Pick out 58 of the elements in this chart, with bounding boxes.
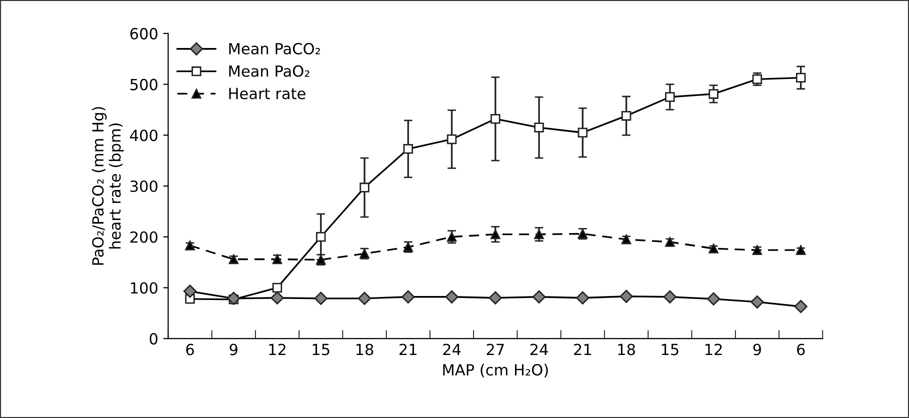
legend-label: Mean PaCO₂ xyxy=(229,42,320,54)
point xyxy=(490,229,500,240)
point xyxy=(316,232,326,242)
x-axis-title: MAP (cm H₂O) xyxy=(443,364,548,378)
point xyxy=(314,292,328,305)
x-tick-label: 15 xyxy=(312,344,330,356)
point xyxy=(227,292,240,305)
point xyxy=(621,110,632,121)
point xyxy=(446,134,457,144)
point xyxy=(665,92,675,102)
x-tick-label: 9 xyxy=(753,344,761,356)
point xyxy=(534,229,544,240)
x-tick-label: 18 xyxy=(356,344,374,356)
point xyxy=(490,114,500,124)
legend-label: Mean PaO₂ xyxy=(229,65,310,77)
point xyxy=(445,290,458,304)
point xyxy=(183,284,197,298)
point xyxy=(358,292,372,305)
x-tick-label: 6 xyxy=(797,344,805,356)
point xyxy=(708,89,718,99)
point xyxy=(360,182,370,192)
x-tick-label: 18 xyxy=(618,344,635,356)
y-axis-title: PaO₂/PaCO₂ (mm Hg) heart rate (bpm) xyxy=(92,107,124,265)
y-tick-label: 600 xyxy=(130,28,158,40)
point xyxy=(750,295,764,309)
point xyxy=(663,290,677,304)
point xyxy=(402,290,415,304)
point xyxy=(794,300,808,314)
x-tick-label: 15 xyxy=(662,344,678,356)
legend-label: Heart rate xyxy=(229,88,306,100)
y-tick-label: 300 xyxy=(130,180,158,192)
point xyxy=(272,282,282,293)
point xyxy=(272,254,282,264)
y-tick-label: 0 xyxy=(150,333,158,345)
point xyxy=(578,128,588,138)
x-tick-label: 6 xyxy=(186,344,194,356)
y-tick-label: 500 xyxy=(130,78,158,90)
point xyxy=(534,122,544,132)
y-tick-label: 100 xyxy=(130,282,158,294)
x-tick-label: 24 xyxy=(443,344,461,356)
x-tick-label: 21 xyxy=(574,344,591,356)
point xyxy=(270,291,284,304)
point xyxy=(403,144,414,154)
point xyxy=(576,291,590,304)
point xyxy=(706,292,720,306)
x-tick-label: 24 xyxy=(530,344,548,356)
point xyxy=(446,232,457,242)
point xyxy=(532,290,546,304)
x-tick-label: 21 xyxy=(400,344,416,356)
x-tick-label: 27 xyxy=(486,344,504,356)
x-tick-label: 12 xyxy=(269,344,286,356)
point xyxy=(620,290,633,303)
point xyxy=(488,291,502,304)
y-tick-label: 400 xyxy=(130,130,158,142)
y-tick-label: 200 xyxy=(130,231,158,243)
x-tick-label: 12 xyxy=(706,344,722,356)
x-tick-label: 9 xyxy=(230,344,238,356)
point xyxy=(796,72,806,83)
